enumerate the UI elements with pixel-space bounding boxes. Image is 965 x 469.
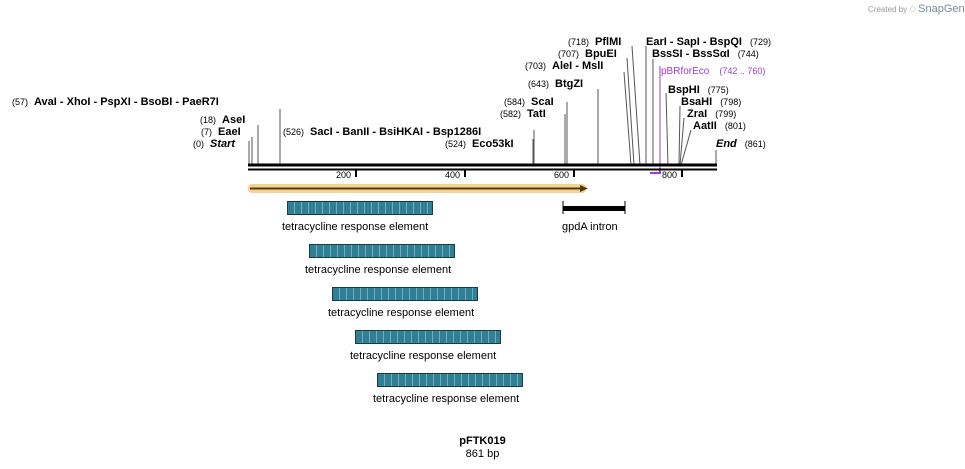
site-scai[interactable]: (584) ScaI <box>504 96 554 108</box>
site-label: ZraI <box>687 108 708 120</box>
site-pos: (744) <box>737 49 759 59</box>
site-pos: (526) <box>283 127 305 137</box>
site-pos: (775) <box>707 85 729 95</box>
tick-label-800: 800 <box>662 170 678 180</box>
site-zrai[interactable]: ZraI (799) <box>687 108 736 120</box>
tick-label-400: 400 <box>445 170 461 180</box>
site-label: TatI <box>527 108 546 120</box>
end-pos: (861) <box>744 139 766 149</box>
site-pos: (643) <box>528 79 550 89</box>
end-marker[interactable]: End (861) <box>716 138 766 150</box>
primer-marker <box>650 66 661 174</box>
gpda-intron-label[interactable]: gpdA intron <box>562 221 618 233</box>
tre-feature-3[interactable] <box>332 287 478 301</box>
brand-prefix: Created by <box>868 5 908 14</box>
site-label: AatII <box>693 120 717 132</box>
site-aatii[interactable]: AatII (801) <box>693 120 746 132</box>
leader-aatii <box>680 129 692 166</box>
primer-label: pBRforEco <box>661 66 710 77</box>
scale-ticks <box>355 170 683 177</box>
tick-label-200: 200 <box>336 170 352 180</box>
site-label: BspHI <box>668 84 700 96</box>
tre-feature-2[interactable] <box>309 244 455 258</box>
site-label: AleI - MslI <box>552 60 604 72</box>
site-label: BssSI - BssSαI <box>652 48 730 60</box>
plasmid-length: 861 bp <box>465 448 500 460</box>
site-btgzi[interactable]: (643) BtgZI <box>528 78 583 90</box>
site-asei[interactable]: (18) AseI <box>200 114 245 126</box>
site-label: EaeI <box>218 126 241 138</box>
leader-alei <box>623 71 632 166</box>
plasmid-title: pFTK019 <box>459 435 506 447</box>
start-pos: (0) <box>193 139 204 149</box>
site-pos: (18) <box>200 115 217 125</box>
site-pos: (582) <box>500 109 522 119</box>
site-pflmi[interactable]: (718) PflMI <box>568 36 621 48</box>
site-pos: (584) <box>504 97 526 107</box>
site-bpuei[interactable]: (707) BpuEI <box>558 48 617 60</box>
site-bsphi[interactable]: BspHI (775) <box>668 84 729 96</box>
tre-label-2: tetracycline response element <box>305 264 452 276</box>
end-label: End <box>716 138 737 150</box>
site-label: SacI - BanII - BsiHKAI - Bsp1286I <box>310 126 482 138</box>
tre-label-5: tetracycline response element <box>373 393 520 405</box>
tre-label-1: tetracycline response element <box>282 221 429 233</box>
site-bsahi[interactable]: BsaHI (798) <box>681 96 741 108</box>
site-pos: (799) <box>715 109 737 119</box>
site-label: BpuEI <box>585 48 617 60</box>
primer-pbrforeco[interactable]: pBRforEco (742 .. 760) <box>661 66 765 77</box>
start-marker[interactable]: (0) Start <box>193 138 235 150</box>
snapgene-watermark: Created by ◌ SnapGene <box>868 3 965 15</box>
orf-arrow <box>248 184 588 193</box>
tre-label-3: tetracycline response element <box>328 307 475 319</box>
site-label: BsaHI <box>681 96 713 108</box>
start-label: Start <box>210 138 236 150</box>
tre-feature-1[interactable] <box>287 201 433 215</box>
tre-feature-4[interactable] <box>355 330 501 344</box>
site-eaei[interactable]: (7) EaeI <box>201 126 241 138</box>
site-pos: (798) <box>720 97 742 107</box>
site-tati[interactable]: (582) TatI <box>500 108 546 120</box>
site-pos: (801) <box>724 121 746 131</box>
site-eco53ki[interactable]: (524) Eco53kI <box>445 138 514 150</box>
site-pos: (729) <box>749 37 771 47</box>
site-pos: (524) <box>445 139 467 149</box>
site-pos: (703) <box>525 61 547 71</box>
leader-zrai <box>679 117 685 166</box>
primer-range: (742 .. 760) <box>719 66 766 76</box>
site-bsssi-group[interactable]: BssSI - BssSαI (744) <box>652 48 759 60</box>
brand-name: SnapGene <box>918 3 965 15</box>
site-label: Eco53kI <box>472 138 514 150</box>
site-label: AvaI - XhoI - PspXI - BsoBI - PaeR7I <box>34 96 219 108</box>
site-saci-group[interactable]: (526) SacI - BanII - BsiHKAI - Bsp1286I <box>283 126 481 138</box>
site-alei[interactable]: (703) AleI - MslI <box>525 60 603 72</box>
gpda-intron-bar <box>562 201 626 214</box>
leader-pflmi <box>631 45 641 166</box>
leader-bpuei <box>626 57 635 166</box>
site-eari-group[interactable]: EarI - SapI - BspQI (729) <box>646 36 771 48</box>
site-pos: (57) <box>12 97 29 107</box>
tre-feature-5[interactable] <box>377 373 523 387</box>
site-pos: (718) <box>568 37 590 47</box>
site-label: AseI <box>222 114 246 126</box>
leader-bsphi <box>665 92 669 166</box>
site-avai-group[interactable]: (57) AvaI - XhoI - PspXI - BsoBI - PaeR7I <box>12 96 219 108</box>
site-pos: (707) <box>558 49 580 59</box>
snapgene-logo-icon: ◌ <box>909 3 916 15</box>
site-label: PflMI <box>595 36 622 48</box>
site-label: BtgZI <box>555 78 584 90</box>
site-label: EarI - SapI - BspQI <box>646 36 742 48</box>
tick-label-600: 600 <box>554 170 570 180</box>
leader-bsahi <box>678 105 681 166</box>
site-label: ScaI <box>531 96 554 108</box>
tre-label-4: tetracycline response element <box>350 350 497 362</box>
site-pos: (7) <box>201 127 212 137</box>
